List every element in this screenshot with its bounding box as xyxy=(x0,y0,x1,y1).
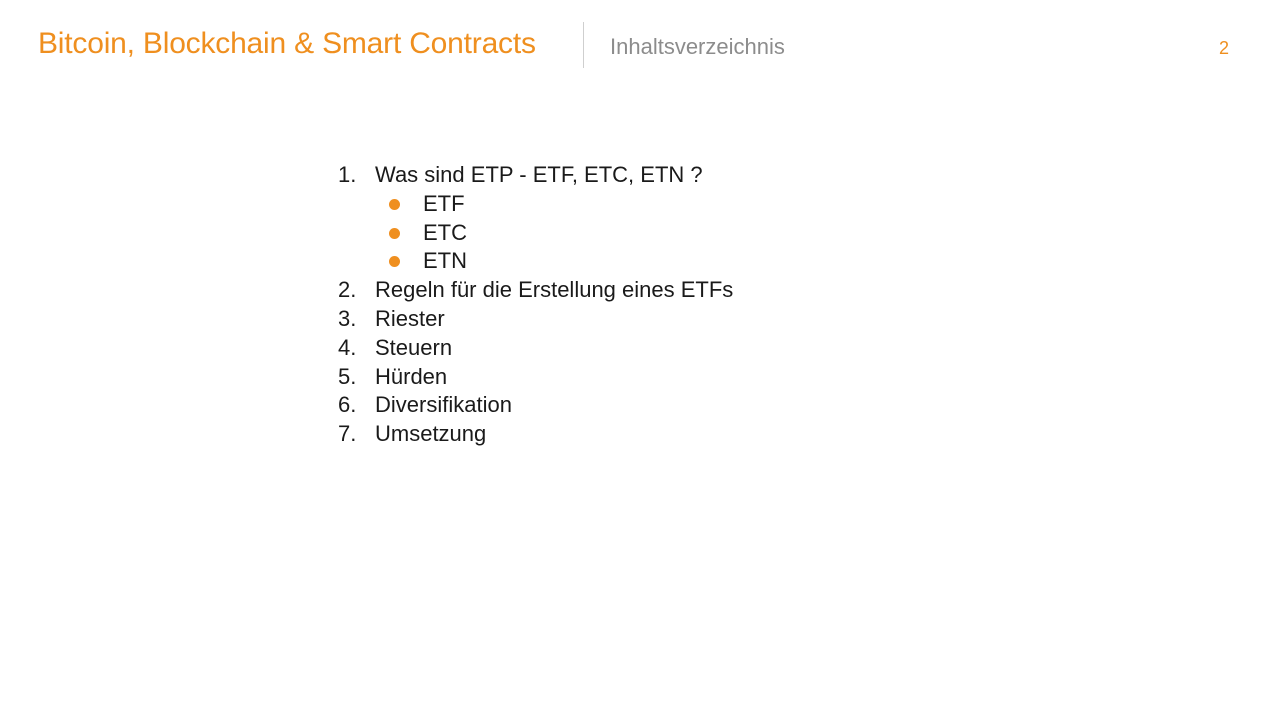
toc-item-number: 4. xyxy=(338,334,357,360)
toc-item-label: Riester xyxy=(375,305,445,331)
toc-subitem-etc: ETC xyxy=(338,219,1038,248)
toc-item-label: Regeln für die Erstellung eines ETFs xyxy=(375,277,734,303)
presentation-title: Bitcoin, Blockchain & Smart Contracts xyxy=(38,27,536,60)
toc-subitem-etn: ETN xyxy=(338,247,1038,276)
toc-subitem-label: ETF xyxy=(423,190,465,216)
page-number: 2 xyxy=(1218,38,1229,58)
bullet-icon xyxy=(389,198,400,210)
toc-item-number: 6. xyxy=(338,392,357,418)
toc-item-1: 1. Was sind ETP - ETF, ETC, ETN ? xyxy=(338,161,1038,190)
toc-subitem-etf: ETF xyxy=(338,190,1038,219)
toc-subitem-label: ETN xyxy=(423,248,467,274)
toc-item-3: 3. Riester xyxy=(338,305,1038,334)
toc-item-4: 4. Steuern xyxy=(338,334,1038,363)
header-divider xyxy=(583,22,584,68)
toc-item-label: Steuern xyxy=(375,334,453,360)
toc-item-label: Umsetzung xyxy=(375,421,487,447)
table-of-contents: 1. Was sind ETP - ETF, ETC, ETN ? ETF ET… xyxy=(338,161,1038,449)
toc-subitem-label: ETC xyxy=(423,219,467,245)
bullet-icon xyxy=(389,256,400,268)
toc-item-label: Diversifikation xyxy=(375,392,512,418)
toc-item-number: 2. xyxy=(338,277,357,303)
toc-item-number: 5. xyxy=(338,363,357,389)
toc-item-7: 7. Umsetzung xyxy=(338,420,1038,449)
toc-item-number: 1. xyxy=(338,162,357,187)
bullet-icon xyxy=(389,227,400,239)
toc-item-6: 6. Diversifikation xyxy=(338,391,1038,420)
toc-item-label: Was sind ETP - ETF, ETC, ETN ? xyxy=(375,162,703,187)
toc-item-number: 7. xyxy=(338,421,357,447)
toc-item-label: Hürden xyxy=(375,363,448,389)
section-title: Inhaltsverzeichnis xyxy=(610,34,785,59)
toc-item-2: 2. Regeln für die Erstellung eines ETFs xyxy=(338,276,1038,305)
toc-item-number: 3. xyxy=(338,305,357,331)
toc-item-5: 5. Hürden xyxy=(338,363,1038,392)
